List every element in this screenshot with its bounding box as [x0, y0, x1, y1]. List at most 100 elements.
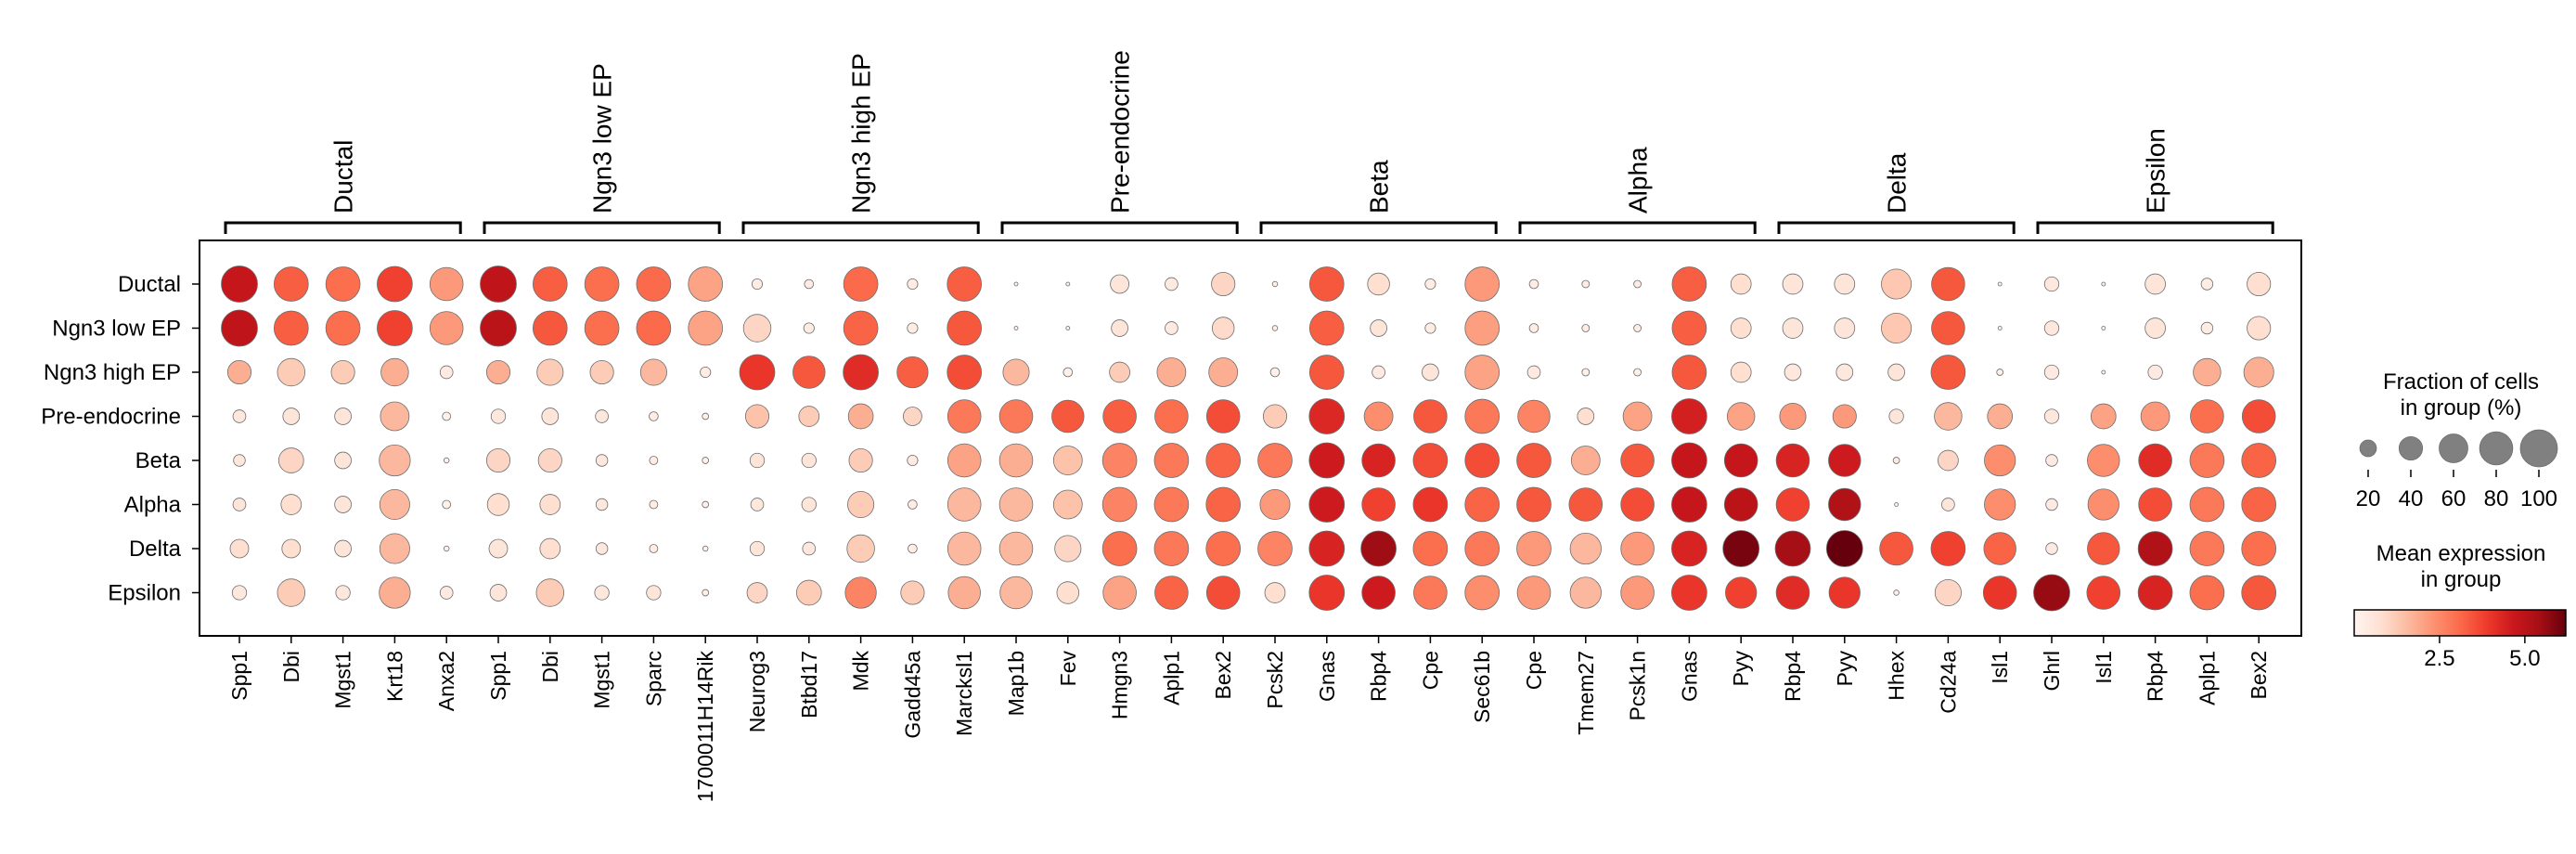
- group-bracket: [2036, 221, 2274, 234]
- dot: [281, 538, 302, 559]
- dot: [998, 531, 1034, 566]
- dot: [649, 499, 659, 510]
- dot: [2033, 574, 2070, 612]
- group-labels: Ductal Ngn3 low EP Ngn3 high EP Pre-endocri…: [329, 50, 2170, 214]
- dot: [1424, 278, 1436, 291]
- dot: [1205, 399, 1241, 433]
- dot: [379, 488, 410, 521]
- dot: [1577, 408, 1595, 425]
- gene-label: Gnas: [1315, 651, 1339, 702]
- gene-label: Ghrl: [2040, 651, 2064, 691]
- dot: [1671, 398, 1707, 434]
- dot: [1361, 576, 1396, 610]
- dot: [1930, 531, 1966, 566]
- gene-label: Rbp4: [1367, 651, 1391, 702]
- dots: [221, 265, 2277, 612]
- dot: [221, 265, 258, 303]
- dot: [2138, 487, 2172, 522]
- dot: [1165, 277, 1179, 291]
- dot: [907, 278, 919, 291]
- dot: [539, 494, 561, 515]
- group-label: Ngn3 low EP: [588, 63, 617, 214]
- dot: [908, 543, 918, 554]
- dot: [1205, 486, 1242, 523]
- colorbar-tick-label: 2.5: [2424, 646, 2454, 671]
- dot: [1984, 444, 2016, 477]
- dot: [1002, 358, 1030, 386]
- gene-label: Mgst1: [590, 651, 614, 709]
- group-label: Ductal: [329, 140, 358, 214]
- dot: [1205, 576, 1241, 610]
- dot: [2045, 542, 2058, 555]
- dot: [1413, 399, 1448, 433]
- gene-label: Cpe: [1522, 651, 1546, 690]
- dot: [1581, 368, 1591, 377]
- dot: [702, 545, 709, 552]
- dot: [1528, 278, 1539, 290]
- gene-label: Dbi: [279, 651, 303, 683]
- gene-label: Aplp1: [2195, 651, 2219, 705]
- dot: [846, 534, 875, 563]
- dot: [2043, 364, 2060, 381]
- dot: [1308, 486, 1346, 523]
- dot: [2241, 486, 2277, 523]
- dot: [1424, 322, 1436, 334]
- group-label: Alpha: [1624, 147, 1653, 214]
- dot: [2189, 531, 2225, 566]
- gene-label: Gnas: [1677, 651, 1701, 702]
- dot: [2137, 531, 2173, 566]
- dot: [1308, 442, 1346, 479]
- dot: [1894, 502, 1899, 507]
- size-legend-dot: [2398, 435, 2424, 461]
- dot: [1308, 310, 1345, 346]
- dot: [2045, 454, 2058, 467]
- dot: [792, 356, 826, 389]
- dot: [1879, 531, 1913, 566]
- dot: [1262, 404, 1288, 429]
- dot: [947, 310, 983, 346]
- gene-label: Tmem27: [1574, 651, 1598, 735]
- dot: [649, 544, 659, 553]
- dot: [843, 266, 879, 302]
- dot: [280, 494, 303, 515]
- dot: [999, 576, 1033, 610]
- group-label: Epsilon: [2142, 128, 2170, 214]
- dot: [803, 322, 815, 334]
- dot: [535, 578, 565, 607]
- gene-label: Pcsk1n: [1626, 651, 1650, 720]
- gene-label: Sec61b: [1470, 651, 1494, 723]
- gene-label: Isl1: [2092, 651, 2116, 684]
- dot: [947, 443, 982, 478]
- dot: [1370, 319, 1387, 337]
- size-legend-dot: [2359, 439, 2377, 458]
- dot: [480, 265, 517, 303]
- dot: [334, 451, 352, 470]
- dot: [1153, 531, 1190, 566]
- dot: [1361, 487, 1396, 522]
- dot: [688, 310, 724, 346]
- dot: [429, 266, 464, 302]
- dot: [595, 498, 609, 511]
- dot: [1367, 272, 1390, 296]
- dot: [325, 310, 361, 346]
- group-brackets: [224, 221, 2274, 234]
- dot: [702, 457, 710, 464]
- dot: [1154, 576, 1189, 610]
- dot: [488, 538, 509, 559]
- dot: [1987, 403, 2014, 430]
- dot: [2043, 408, 2060, 424]
- gene-label: Fev: [1056, 651, 1080, 687]
- dot: [480, 309, 517, 347]
- dot: [1775, 487, 1810, 522]
- dot: [744, 404, 770, 429]
- dot: [536, 358, 564, 386]
- dot: [742, 314, 772, 343]
- gene-label: Neurog3: [745, 651, 769, 732]
- dot: [1941, 498, 1955, 511]
- dot: [1013, 326, 1019, 330]
- dot: [1569, 532, 1602, 565]
- row-labels: Ductal Ngn3 low EP Ngn3 high EP Pre-endocri…: [41, 272, 200, 606]
- dot: [1568, 487, 1604, 522]
- dot: [947, 531, 982, 566]
- dot: [639, 358, 667, 386]
